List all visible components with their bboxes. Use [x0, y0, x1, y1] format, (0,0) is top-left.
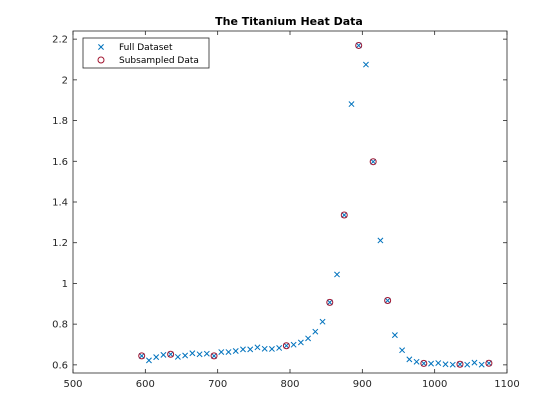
data-point-x: [240, 346, 246, 353]
y-tick-label: 1.2: [52, 238, 68, 249]
chart-title: The Titanium Heat Data: [215, 15, 363, 28]
data-point-x: [391, 332, 398, 339]
data-point-x: [182, 352, 189, 359]
x-tick-label: 700: [208, 379, 227, 390]
data-point-o: [485, 359, 493, 367]
data-point-x: [449, 361, 456, 368]
data-point-x: [276, 345, 283, 351]
y-tick-label: 2.2: [52, 35, 68, 46]
series-full-dataset: [138, 42, 492, 368]
data-point-o: [384, 297, 392, 305]
x-tick-label: 1000: [422, 379, 447, 390]
data-point-x: [464, 361, 471, 368]
y-tick-label: 0.6: [52, 360, 68, 371]
legend-entry: Subsampled Data: [119, 56, 199, 66]
data-point-x: [203, 350, 210, 357]
x-tick-label: 800: [280, 379, 299, 390]
data-point-x: [297, 339, 304, 346]
data-point-o: [340, 211, 348, 219]
data-series: [138, 41, 493, 368]
data-point-x: [384, 297, 391, 304]
legend: Full Dataset Subsampled Data: [82, 37, 210, 69]
data-point-x: [362, 61, 369, 68]
data-point-x: [442, 361, 449, 368]
data-point-x: [399, 347, 406, 354]
data-point-x: [232, 348, 239, 354]
data-point-o: [326, 298, 334, 306]
legend-marker-x: [98, 44, 104, 50]
data-point-x: [420, 360, 427, 367]
data-point-x: [189, 350, 196, 357]
data-point-x: [261, 345, 268, 352]
x-tick-label: 1100: [494, 379, 519, 390]
data-point-x: [457, 361, 463, 368]
data-point-x: [247, 346, 254, 353]
x-axis: 500 600 700 800 900 1000 1100: [63, 31, 520, 390]
y-tick-label: 1.8: [52, 116, 68, 127]
data-point-o: [138, 352, 146, 360]
data-point-x: [435, 360, 442, 366]
data-point-x: [153, 354, 160, 361]
data-point-x: [406, 356, 413, 363]
data-point-x: [471, 359, 478, 366]
data-point-o: [167, 350, 175, 358]
y-tick-label: 1: [62, 279, 68, 290]
data-point-x: [326, 299, 333, 306]
data-point-x: [341, 212, 348, 218]
data-point-x: [225, 349, 232, 355]
data-point-x: [160, 351, 167, 358]
data-point-x: [355, 42, 362, 49]
legend-box: [82, 37, 210, 69]
y-tick-label: 1.6: [52, 157, 68, 168]
data-point-x: [485, 360, 492, 367]
data-point-x: [370, 158, 377, 165]
x-tick-label: 900: [353, 379, 372, 390]
data-point-x: [268, 346, 275, 352]
y-tick-label: 1.4: [52, 198, 68, 209]
plot-area: [72, 30, 508, 374]
y-tick-label: 0.8: [52, 320, 68, 331]
series-subsampled-data: [138, 41, 493, 368]
x-tick-label: 500: [63, 379, 82, 390]
data-point-x: [413, 358, 420, 365]
data-point-x: [254, 344, 261, 351]
data-point-x: [167, 351, 174, 358]
data-point-x: [478, 361, 485, 368]
data-point-x: [377, 237, 384, 244]
data-point-o: [355, 41, 363, 49]
data-point-x: [145, 357, 152, 364]
data-point-x: [283, 342, 290, 349]
data-point-x: [305, 335, 312, 342]
data-point-x: [312, 328, 319, 335]
y-axis: 0.6 0.8 1 1.2 1.4 1.6 1.8 2 2.2: [52, 35, 507, 371]
y-tick-label: 2: [62, 75, 68, 86]
data-point-x: [218, 349, 225, 355]
data-point-x: [319, 318, 326, 325]
data-point-x: [174, 353, 181, 360]
data-point-x: [348, 101, 355, 108]
x-tick-label: 600: [136, 379, 155, 390]
data-point-o: [210, 352, 218, 360]
data-point-o: [420, 359, 428, 367]
data-point-x: [196, 351, 203, 358]
legend-marker-o: [97, 56, 105, 64]
data-point-x: [290, 341, 297, 348]
data-point-x: [334, 271, 340, 278]
data-point-x: [428, 360, 435, 367]
data-point-x: [138, 352, 145, 359]
data-point-o: [369, 158, 377, 166]
data-point-o: [282, 342, 290, 350]
legend-entry: Full Dataset: [119, 43, 173, 53]
data-point-o: [456, 360, 464, 368]
data-point-x: [211, 352, 218, 359]
